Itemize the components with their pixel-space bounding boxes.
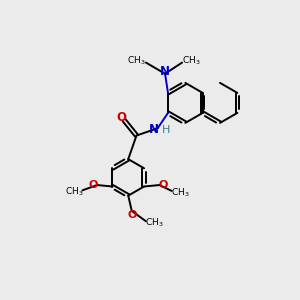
Text: O: O [117, 111, 127, 124]
Text: O: O [127, 210, 136, 220]
Text: CH$_3$: CH$_3$ [145, 217, 164, 229]
Text: N: N [148, 123, 159, 136]
Text: O: O [158, 180, 168, 190]
Text: CH$_3$: CH$_3$ [65, 186, 84, 198]
Text: H: H [162, 125, 170, 135]
Text: CH$_3$: CH$_3$ [182, 55, 201, 67]
Text: CH$_3$: CH$_3$ [127, 55, 146, 67]
Text: N: N [160, 65, 170, 78]
Text: CH$_3$: CH$_3$ [171, 186, 189, 199]
Text: O: O [88, 180, 98, 190]
